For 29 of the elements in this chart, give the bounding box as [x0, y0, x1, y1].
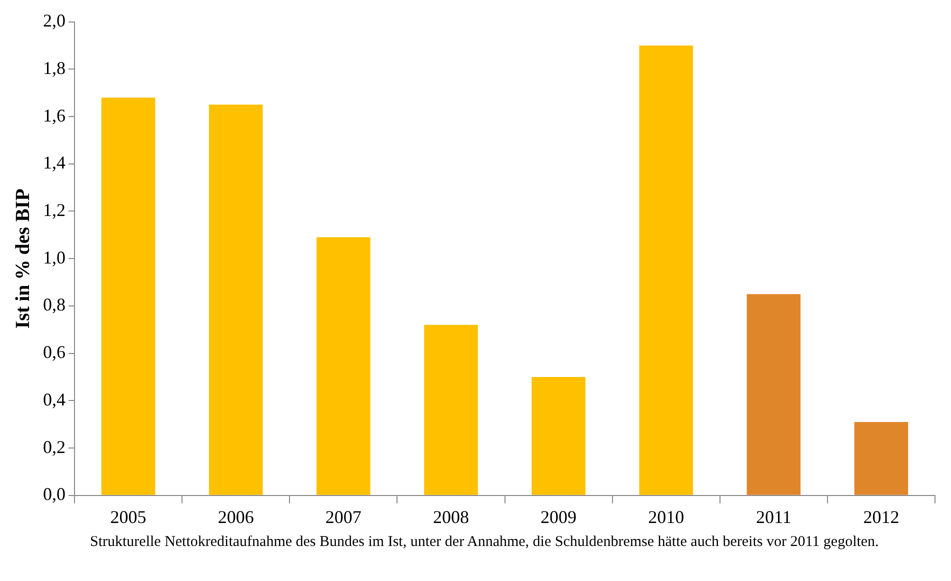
- x-tick-label: 2012: [863, 506, 900, 527]
- bar: [208, 104, 263, 495]
- y-tick-label: 2,0: [43, 10, 66, 31]
- x-tick-label: 2011: [756, 506, 792, 527]
- x-tick-label: 2007: [325, 506, 362, 527]
- y-tick-label: 1,4: [43, 152, 66, 173]
- y-tick-label: 1,2: [43, 200, 66, 220]
- x-tick-label: 2010: [648, 506, 684, 527]
- bar: [746, 294, 801, 495]
- y-tick-label: 1,6: [43, 105, 66, 126]
- x-tick-label: 2006: [218, 506, 254, 527]
- y-tick-label: 0,2: [43, 436, 66, 457]
- y-axis-title: Ist in % des BIP: [12, 188, 34, 329]
- x-tick-label: 2005: [110, 506, 146, 527]
- bar: [101, 98, 156, 495]
- y-tick-label: 1,8: [43, 58, 66, 78]
- y-tick-label: 0,0: [43, 484, 66, 504]
- bar: [854, 422, 908, 495]
- x-tick-label: 2008: [432, 506, 469, 527]
- y-tick-label: 0,4: [43, 389, 66, 410]
- text: Strukturelle Nettokreditaufnahme des Bundes im Ist, unter der Annahme, die Schuldenbremse hätte auch bereits vor 2011 gegolten.: [90, 533, 880, 552]
- bar: [316, 237, 370, 495]
- bar: [532, 377, 586, 495]
- x-tick-label: 2009: [540, 506, 577, 527]
- y-tick-label: 1,0: [43, 247, 66, 268]
- y-tick-label: 0,8: [43, 294, 66, 315]
- y-tick-label: 0,6: [43, 342, 66, 362]
- bar: [639, 45, 693, 495]
- bar: [424, 324, 478, 495]
